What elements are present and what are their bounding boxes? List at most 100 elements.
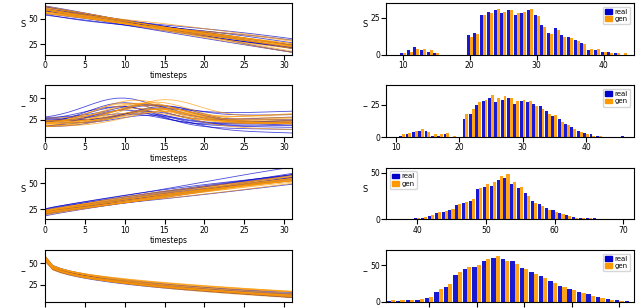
Bar	[490, 13, 493, 55]
Bar	[524, 193, 527, 219]
Legend: real, gen: real, gen	[390, 171, 417, 189]
Bar	[605, 299, 610, 302]
Bar	[507, 10, 510, 55]
Bar	[510, 184, 513, 219]
Bar	[399, 136, 402, 137]
Bar	[444, 287, 448, 302]
Bar	[423, 49, 426, 55]
Bar	[540, 25, 543, 55]
Bar	[469, 114, 472, 137]
Bar	[418, 131, 421, 137]
Bar	[451, 209, 454, 219]
Bar	[554, 115, 557, 137]
Bar	[520, 268, 524, 302]
Y-axis label: –: –	[362, 266, 367, 276]
Bar	[410, 300, 414, 302]
Bar	[552, 210, 555, 219]
Bar	[482, 261, 486, 302]
Bar	[545, 208, 548, 219]
Bar	[492, 258, 495, 302]
Bar	[535, 106, 538, 137]
Bar	[541, 109, 545, 137]
Bar	[510, 10, 513, 55]
Bar	[543, 278, 547, 302]
Bar	[449, 210, 451, 219]
Bar	[594, 50, 597, 55]
Bar	[561, 122, 563, 137]
Bar	[458, 272, 462, 302]
Bar	[491, 95, 493, 137]
Bar	[541, 206, 544, 219]
Bar	[420, 50, 423, 55]
Bar	[562, 287, 566, 302]
Bar	[427, 52, 429, 55]
Bar	[531, 201, 534, 219]
Bar	[548, 210, 551, 219]
Bar	[548, 281, 553, 302]
Bar	[435, 292, 438, 302]
Bar	[419, 299, 424, 302]
Bar	[421, 129, 424, 137]
Bar	[597, 49, 600, 55]
Y-axis label: –: –	[362, 101, 367, 111]
Bar	[433, 53, 436, 55]
Bar	[620, 301, 623, 302]
Bar	[610, 300, 614, 302]
Bar	[453, 136, 456, 137]
Bar	[625, 301, 629, 302]
Bar	[526, 102, 529, 137]
Bar	[621, 136, 624, 137]
Bar	[534, 274, 538, 302]
Bar	[493, 182, 496, 219]
Bar	[538, 205, 541, 219]
Bar	[438, 289, 443, 302]
Bar	[400, 53, 403, 55]
Bar	[435, 213, 438, 219]
Bar	[493, 10, 497, 55]
Bar	[510, 261, 515, 302]
Bar	[478, 102, 481, 137]
Bar	[572, 290, 576, 302]
Bar	[488, 98, 491, 137]
Bar	[463, 119, 465, 137]
Bar	[579, 217, 582, 219]
X-axis label: timesteps: timesteps	[150, 154, 188, 163]
Bar	[520, 187, 524, 219]
Bar	[472, 199, 475, 219]
Bar	[516, 101, 519, 137]
Bar	[550, 34, 553, 55]
Bar	[513, 15, 516, 55]
Bar	[482, 101, 484, 137]
Bar	[472, 109, 475, 137]
Bar	[593, 218, 596, 219]
Bar	[465, 202, 468, 219]
Bar	[462, 203, 465, 219]
Bar	[573, 129, 576, 137]
Bar	[490, 186, 493, 219]
Bar	[403, 53, 406, 55]
Bar	[414, 218, 417, 219]
Bar	[438, 212, 441, 219]
Bar	[444, 134, 447, 137]
Bar	[401, 300, 404, 302]
Bar	[421, 217, 424, 219]
Bar	[582, 218, 585, 219]
Bar	[497, 180, 500, 219]
Bar	[412, 132, 415, 137]
Bar	[586, 134, 589, 137]
Y-axis label: –: –	[21, 266, 26, 276]
Bar	[534, 15, 537, 55]
Bar	[445, 211, 448, 219]
Bar	[534, 203, 537, 219]
Bar	[486, 184, 489, 219]
Bar	[527, 196, 530, 219]
Bar	[391, 300, 396, 302]
Bar	[596, 136, 598, 137]
Bar	[584, 44, 586, 55]
Bar	[589, 134, 593, 137]
Bar	[586, 294, 591, 302]
Bar	[415, 300, 419, 302]
Bar	[567, 37, 570, 55]
Bar	[600, 52, 604, 55]
Bar	[555, 212, 557, 219]
